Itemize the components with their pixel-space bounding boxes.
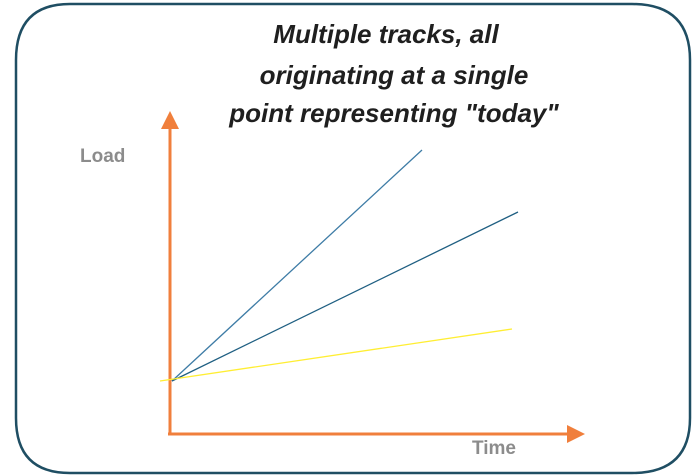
track-line-shallow: [159, 328, 513, 382]
title-line-1: Multiple tracks, all: [273, 19, 499, 49]
track-line-steep: [171, 149, 423, 382]
title-line-3: point representing "today": [228, 98, 559, 128]
title-line-2: originating at a single: [260, 60, 529, 90]
track-line-medium: [171, 211, 519, 382]
y-axis-label: Load: [80, 146, 125, 167]
x-axis-label: Time: [472, 438, 516, 459]
rounded-frame: [14, 2, 692, 475]
